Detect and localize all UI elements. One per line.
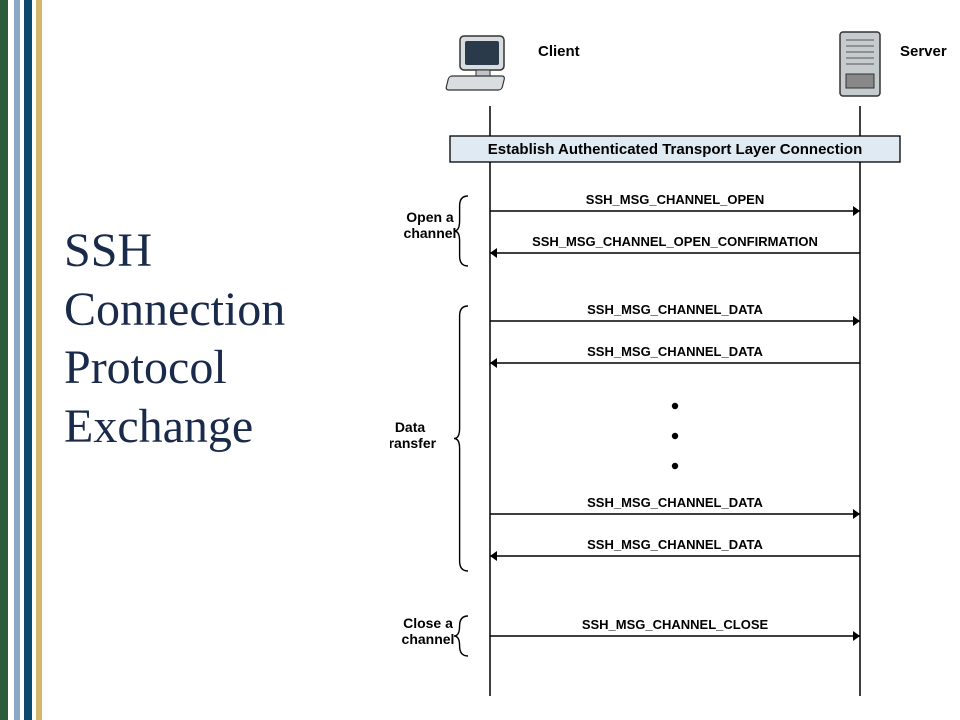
ellipsis-dot — [672, 433, 678, 439]
svg-text:Data: Data — [395, 419, 426, 435]
sequence-diagram: Client Server Establish Authenticated Tran… — [390, 16, 950, 716]
svg-text:transfer: transfer — [390, 435, 437, 451]
arrowhead-icon — [490, 358, 497, 368]
arrowhead-icon — [490, 248, 497, 258]
arrowhead-icon — [853, 206, 860, 216]
svg-text:SSH_MSG_CHANNEL_DATA: SSH_MSG_CHANNEL_DATA — [587, 302, 763, 317]
svg-text:SSH_MSG_CHANNEL_CLOSE: SSH_MSG_CHANNEL_CLOSE — [582, 617, 769, 632]
svg-text:SSH_MSG_CHANNEL_DATA: SSH_MSG_CHANNEL_DATA — [587, 537, 763, 552]
svg-text:channel: channel — [404, 225, 457, 241]
ellipsis-dot — [672, 403, 678, 409]
stripe — [0, 0, 8, 720]
svg-text:SSH_MSG_CHANNEL_DATA: SSH_MSG_CHANNEL_DATA — [587, 495, 763, 510]
svg-text:Establish Authenticated Transp: Establish Authenticated Transport Layer … — [488, 141, 863, 158]
client-icon — [446, 36, 505, 90]
phase-brace — [454, 616, 468, 656]
svg-text:SSH_MSG_CHANNEL_OPEN_CONFIRMAT: SSH_MSG_CHANNEL_OPEN_CONFIRMATION — [532, 234, 818, 249]
phase-brace — [454, 306, 468, 571]
arrowhead-icon — [853, 631, 860, 641]
arrowhead-icon — [853, 316, 860, 326]
page-title: SSH Connection Protocol Exchange — [64, 222, 384, 456]
svg-text:Server: Server — [900, 43, 947, 60]
arrowhead-icon — [853, 509, 860, 519]
svg-text:SSH_MSG_CHANNEL_DATA: SSH_MSG_CHANNEL_DATA — [587, 344, 763, 359]
arrowhead-icon — [490, 551, 497, 561]
stripe — [36, 0, 42, 720]
server-icon — [840, 32, 880, 96]
svg-text:channel: channel — [402, 631, 455, 647]
svg-text:Close a: Close a — [403, 615, 453, 631]
ellipsis-dot — [672, 463, 678, 469]
stripe — [24, 0, 32, 720]
svg-text:SSH_MSG_CHANNEL_OPEN: SSH_MSG_CHANNEL_OPEN — [586, 192, 764, 207]
svg-text:Client: Client — [538, 43, 580, 60]
svg-text:Open a: Open a — [406, 209, 454, 225]
